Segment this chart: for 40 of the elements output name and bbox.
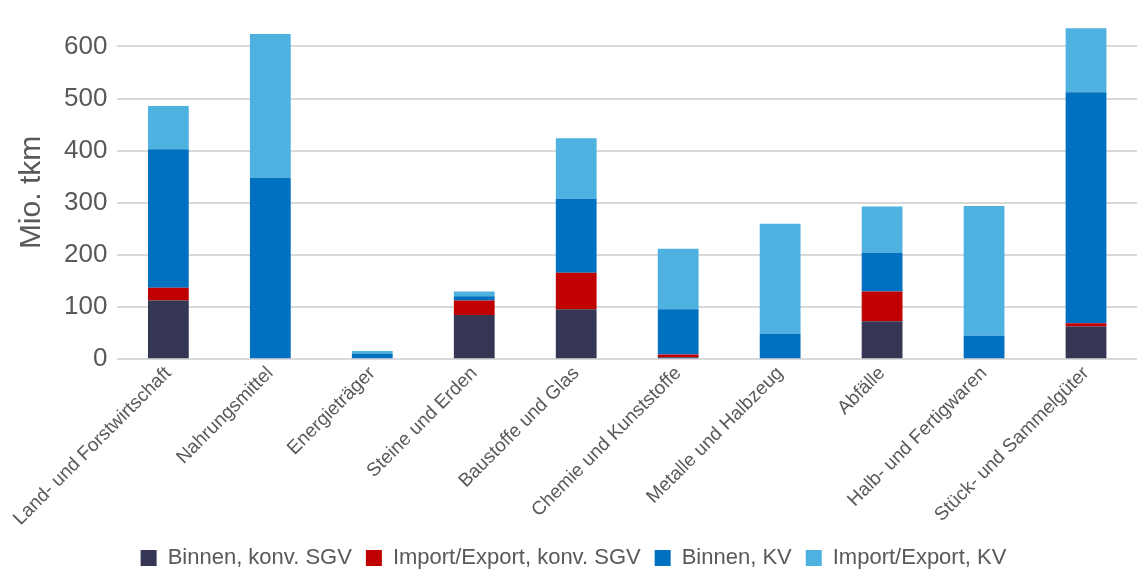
bar (861, 321, 903, 359)
bar (1065, 326, 1107, 359)
bar (147, 300, 189, 359)
bar (657, 248, 699, 310)
y-tick-label: 300 (63, 186, 108, 217)
y-tick-label: 400 (63, 133, 108, 164)
bar (147, 105, 189, 150)
legend-label: Binnen, KV (681, 544, 793, 570)
bar (759, 333, 801, 359)
y-tick-label: 100 (63, 290, 108, 321)
bar (249, 33, 291, 178)
legend-label: Import/Export, konv. SGV (392, 544, 641, 570)
y-tick-label: 0 (92, 342, 108, 373)
bar (759, 223, 801, 334)
legend-label: Import/Export, KV (832, 544, 1007, 570)
y-tick-label: 500 (63, 81, 108, 112)
bar (555, 138, 597, 199)
bar (657, 309, 699, 355)
bar (1065, 323, 1107, 327)
bar (453, 314, 495, 359)
bar (147, 149, 189, 288)
bar (1065, 28, 1107, 93)
bar (861, 291, 903, 322)
bar (861, 206, 903, 253)
bar (861, 252, 903, 292)
legend-label: Binnen, konv. SGV (167, 544, 353, 570)
bar (351, 350, 393, 354)
bar (453, 296, 495, 301)
bar (249, 177, 291, 359)
y-axis-title: Mio. tkm (13, 135, 47, 250)
y-tick-label: 200 (63, 238, 108, 269)
bar (555, 272, 597, 310)
bar (963, 335, 1005, 359)
bar (555, 309, 597, 359)
bar (555, 198, 597, 273)
bar (147, 287, 189, 301)
y-tick-label: 600 (63, 29, 108, 60)
bar (1065, 92, 1107, 324)
bar (453, 300, 495, 315)
bar (963, 206, 1005, 336)
